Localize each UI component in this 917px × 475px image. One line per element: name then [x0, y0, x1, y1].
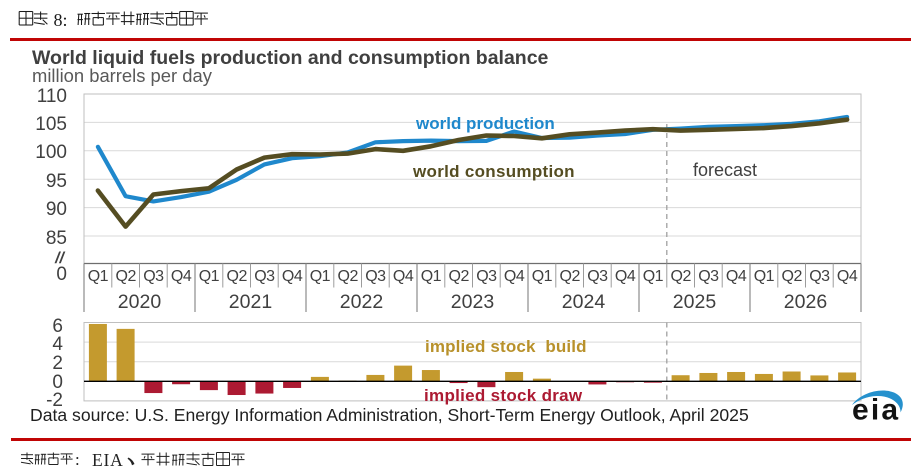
svg-text:eia: eia [852, 394, 900, 427]
